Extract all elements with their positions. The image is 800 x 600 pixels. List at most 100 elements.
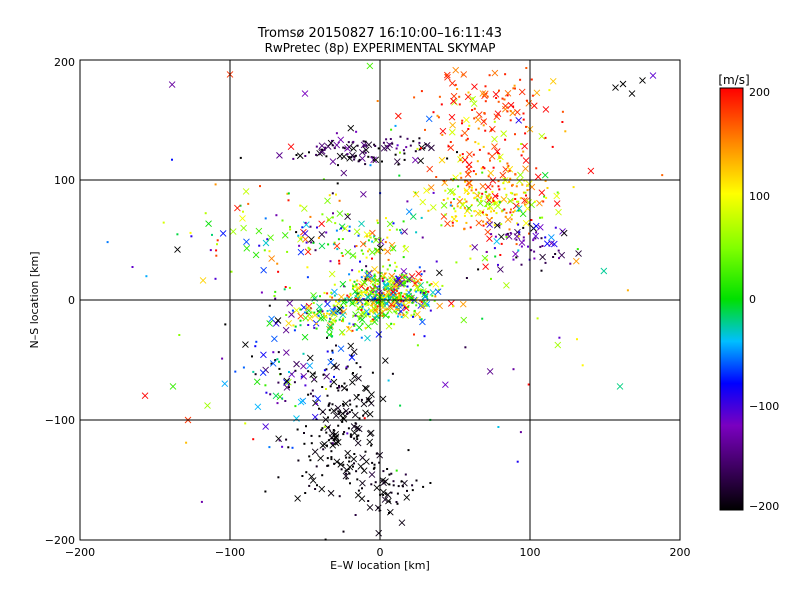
data-point-cross	[461, 156, 469, 164]
data-point-dot	[189, 231, 192, 234]
data-point-cross	[375, 331, 383, 338]
data-point-dot	[425, 304, 428, 307]
data-point-dot	[329, 317, 332, 320]
data-point-dot	[288, 286, 291, 289]
data-point-dot	[384, 272, 387, 275]
data-point-dot	[313, 326, 316, 329]
data-point-cross	[294, 495, 301, 502]
data-point-cross	[301, 205, 308, 212]
data-point-cross	[500, 130, 508, 137]
data-point-dot	[355, 245, 358, 247]
data-point-dot	[303, 311, 306, 314]
data-point-dot	[495, 97, 498, 99]
data-point-cross	[382, 312, 390, 319]
data-point-dot	[390, 472, 393, 475]
data-point-cross	[504, 89, 512, 97]
data-point-dot	[405, 311, 408, 314]
data-point-dot	[367, 397, 370, 400]
data-point-dot	[399, 135, 402, 138]
data-point-dot	[452, 305, 454, 308]
data-point-dot	[337, 412, 340, 415]
data-point-dot	[374, 290, 377, 293]
data-point-dot	[388, 281, 390, 283]
data-point-dot	[338, 259, 341, 262]
data-point-dot	[461, 122, 463, 125]
data-point-dot	[381, 292, 384, 295]
data-point-cross	[401, 228, 408, 235]
data-point-dot	[288, 386, 290, 389]
data-point-cross	[363, 385, 370, 392]
data-point-cross	[350, 423, 358, 430]
data-point-dot	[354, 297, 357, 300]
data-point-dot	[345, 472, 347, 475]
data-point-dot	[364, 140, 367, 143]
data-point-cross	[612, 84, 619, 91]
data-point-cross	[332, 439, 340, 447]
data-point-cross	[340, 415, 348, 423]
data-point-dot	[366, 276, 369, 279]
data-point-cross	[366, 504, 374, 511]
data-point-cross	[300, 362, 307, 370]
data-point-dot	[361, 307, 363, 310]
data-point-dot	[327, 243, 330, 246]
data-point-dot	[346, 388, 348, 391]
data-point-dot	[353, 155, 356, 158]
data-point-dot	[417, 289, 419, 292]
data-point-cross	[417, 157, 424, 165]
data-point-cross	[364, 272, 371, 279]
data-point-dot	[338, 318, 341, 321]
data-point-dot	[424, 128, 426, 131]
data-point-dot	[325, 155, 328, 158]
data-point-dot	[348, 411, 351, 413]
data-point-dot	[299, 237, 302, 240]
data-point-cross	[344, 449, 352, 457]
data-point-cross	[349, 379, 356, 386]
data-point-dot	[414, 150, 417, 153]
data-point-dot	[200, 500, 203, 503]
data-point-cross	[389, 288, 397, 296]
data-point-cross	[371, 266, 378, 273]
data-point-cross	[306, 354, 314, 362]
data-point-cross	[318, 148, 325, 156]
data-point-dot	[440, 224, 443, 227]
data-point-dot	[384, 294, 387, 297]
data-point-cross	[309, 477, 317, 484]
data-point-cross	[404, 276, 411, 284]
data-point-cross	[328, 270, 336, 278]
data-point-cross	[434, 288, 442, 296]
data-point-dot	[403, 296, 406, 299]
data-point-dot	[495, 201, 498, 204]
data-point-dot	[454, 83, 457, 86]
data-point-dot	[397, 163, 400, 166]
data-point-cross	[481, 90, 489, 98]
data-point-dot	[398, 292, 401, 295]
data-point-dot	[326, 292, 329, 295]
data-point-dot	[506, 110, 509, 113]
data-point-dot	[353, 325, 356, 327]
data-point-dot	[348, 399, 351, 402]
data-point-dot	[345, 456, 348, 459]
data-point-dot	[389, 138, 392, 140]
data-point-dot	[340, 468, 343, 471]
data-point-cross	[530, 102, 538, 110]
data-point-cross	[379, 476, 387, 484]
data-point-dot	[485, 251, 488, 253]
data-point-dot	[388, 264, 391, 267]
data-point-dot	[260, 291, 263, 294]
data-point-dot	[268, 446, 271, 449]
data-point-dot	[386, 278, 389, 281]
data-point-cross	[398, 519, 406, 526]
data-point-dot	[517, 249, 520, 252]
data-point-dot	[490, 128, 493, 131]
data-point-dot	[400, 480, 403, 483]
data-point-dot	[349, 435, 352, 438]
data-point-dot	[388, 473, 391, 476]
data-point-dot	[345, 367, 348, 370]
data-point-dot	[331, 216, 334, 219]
data-point-dot	[315, 145, 318, 148]
data-point-dot	[377, 271, 380, 274]
data-point-dot	[313, 378, 316, 381]
data-point-dot	[331, 442, 334, 445]
data-point-cross	[421, 293, 429, 301]
